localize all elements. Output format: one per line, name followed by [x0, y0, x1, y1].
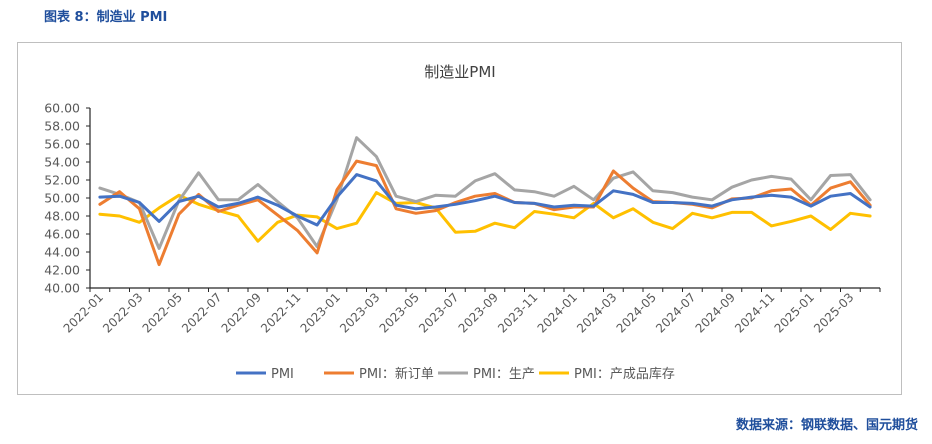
series-lines [98, 136, 872, 267]
y-tick-label: 60.00 [44, 101, 80, 116]
x-tick-label: 2025-03 [811, 290, 856, 335]
x-tick-label: 2022-11 [258, 290, 303, 335]
y-tick-label: 42.00 [44, 263, 80, 278]
chart-frame [17, 42, 902, 395]
x-tick-label: 2024-09 [693, 290, 738, 335]
series-line-2 [98, 136, 872, 250]
y-tick-label: 52.00 [44, 173, 80, 188]
legend: PMI PMI：新订单 PMI：生产 PMI：产成品库存 [236, 366, 675, 382]
y-tick-label: 58.00 [44, 119, 80, 134]
x-tick-label: 2022-09 [219, 290, 264, 335]
y-tick-label: 56.00 [44, 137, 80, 152]
y-tick-label: 54.00 [44, 155, 80, 170]
legend-label-0: PMI [271, 367, 294, 382]
x-tick-label: 2023-05 [377, 290, 422, 335]
y-tick-label: 48.00 [44, 209, 80, 224]
x-tick-label: 2024-11 [732, 290, 777, 335]
data-source: 数据来源：钢联数据、国元期货 [735, 418, 918, 433]
x-tick-label: 2023-07 [416, 290, 461, 335]
x-tick-label: 2024-01 [535, 290, 580, 335]
x-tick-label: 2023-11 [495, 290, 540, 335]
x-tick-label: 2023-01 [298, 290, 343, 335]
x-tick-label: 2024-07 [653, 290, 698, 335]
series-line-0 [98, 173, 872, 227]
legend-label-1: PMI：新订单 [359, 366, 434, 382]
y-tick-label: 50.00 [44, 191, 80, 206]
x-tick-label: 2022-05 [140, 290, 185, 335]
x-tick-label: 2023-09 [456, 290, 501, 335]
legend-label-2: PMI：生产 [473, 367, 535, 382]
x-tick-label: 2022-01 [61, 290, 106, 335]
x-tick-label: 2024-05 [614, 290, 659, 335]
axes: 60.00 58.00 56.00 54.00 52.00 50.00 48.00 46.00… [44, 101, 881, 336]
chart-title: 制造业PMI [424, 63, 495, 81]
x-tick-label: 2023-03 [337, 290, 382, 335]
x-tick-label: 2022-07 [179, 290, 224, 335]
series-line-3 [98, 191, 872, 243]
y-tick-label: 44.00 [44, 245, 80, 260]
y-tick-label: 40.00 [44, 281, 80, 296]
x-tick-label: 2025-01 [772, 290, 817, 335]
figure-title: 图表 8：制造业 PMI [44, 10, 168, 25]
legend-label-3: PMI：产成品库存 [574, 366, 675, 382]
y-tick-label: 46.00 [44, 227, 80, 242]
x-tick-label: 2022-03 [100, 290, 145, 335]
x-tick-label: 2024-03 [574, 290, 619, 335]
